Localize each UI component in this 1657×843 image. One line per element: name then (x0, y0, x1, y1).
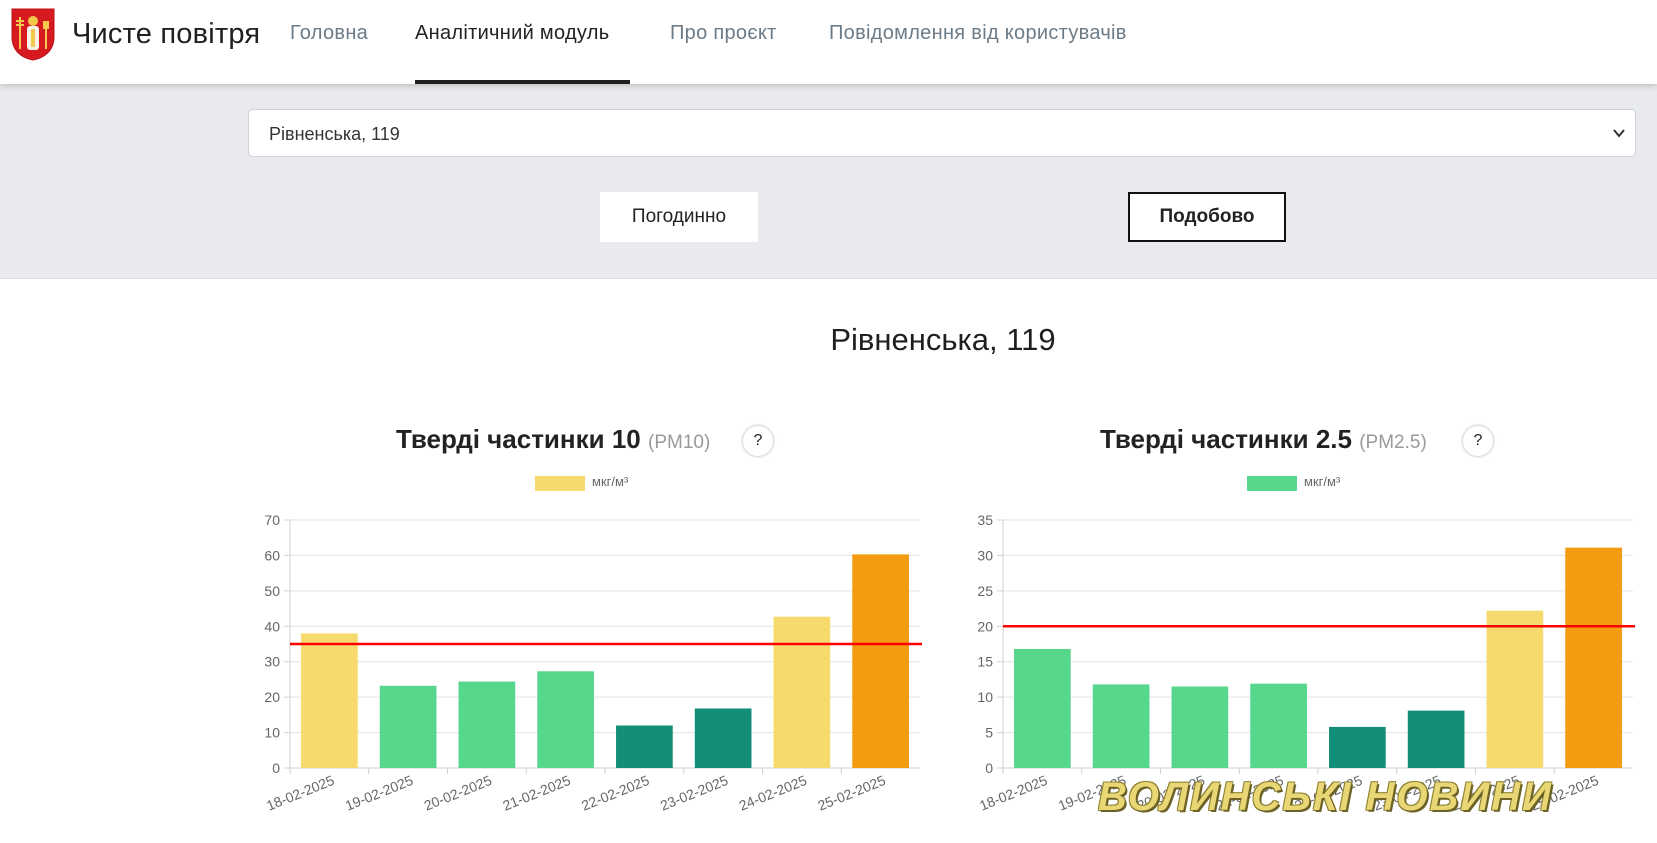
pm10-legend-label: мкг/м³ (592, 474, 629, 489)
y-tick-label: 35 (977, 512, 993, 528)
bar (616, 725, 673, 768)
y-tick-label: 30 (264, 654, 280, 670)
chevron-down-icon (1613, 129, 1625, 138)
city-coat-of-arms-logo[interactable] (10, 7, 56, 61)
y-tick-label: 10 (264, 725, 280, 741)
bar (1171, 686, 1229, 768)
pm10-bar-chart: 0 10 20 30 40 50 60 70 18-02-2025 19-02-2025 20-02… (264, 512, 922, 814)
y-tick-label: 20 (977, 618, 993, 634)
pm25-title-text: Тверді частинки 2.5 (1100, 424, 1352, 454)
nav-item-user-messages[interactable]: Повідомлення від користувачів (829, 22, 1127, 44)
pm25-chart-title: Тверді частинки 2.5 (PM2.5) (1100, 424, 1427, 455)
top-navbar: Чисте повітря Головна Аналітичний модуль… (0, 0, 1657, 84)
nav-item-analytics[interactable]: Аналітичний модуль (415, 22, 610, 44)
station-select-value: Рівненська, 119 (269, 124, 400, 144)
x-tick-label: 23-02-2025 (658, 772, 731, 814)
x-tick-label: 22-02-2025 (579, 772, 652, 814)
bar (1565, 547, 1622, 768)
station-title-text: Рівненська, 119 (830, 322, 1056, 357)
pm10-title-text: Тверді частинки 10 (396, 424, 641, 454)
daily-button[interactable]: Подобово (1128, 192, 1286, 242)
bar (1329, 726, 1386, 768)
hourly-button[interactable]: Погодинно (600, 192, 758, 242)
y-tick-label: 60 (264, 547, 280, 563)
pm10-legend-swatch (535, 476, 585, 491)
bar (537, 671, 594, 768)
y-tick-label: 40 (264, 618, 280, 634)
bar (694, 708, 752, 768)
y-tick-label: 70 (264, 512, 280, 528)
bar (852, 554, 909, 768)
station-title: Рівненська, 119 (0, 322, 1657, 358)
active-tab-underline (415, 80, 630, 84)
y-tick-label: 0 (272, 760, 280, 776)
bar (301, 633, 358, 768)
pm10-help-button[interactable]: ? (743, 426, 773, 456)
pm25-subtitle: (PM2.5) (1359, 432, 1427, 453)
pm25-legend-label: мкг/м³ (1304, 474, 1341, 489)
y-tick-label: 25 (977, 583, 993, 599)
y-tick-label: 50 (264, 583, 280, 599)
y-tick-label: 5 (985, 725, 993, 741)
x-tick-label: 18-02-2025 (264, 772, 337, 814)
pm10-subtitle: (PM10) (648, 432, 711, 453)
y-tick-label: 0 (985, 760, 993, 776)
x-tick-label: 21-02-2025 (500, 772, 573, 814)
pm10-chart-title: Тверді частинки 10 (PM10) (396, 424, 710, 455)
x-tick-label: 25-02-2025 (815, 772, 888, 814)
bar (379, 685, 437, 768)
bar (1486, 610, 1544, 768)
bar (1092, 684, 1150, 768)
x-tick-label: 20-02-2025 (422, 772, 495, 814)
y-tick-label: 30 (977, 547, 993, 563)
x-tick-label: 24-02-2025 (737, 772, 810, 814)
y-tick-label: 10 (977, 689, 993, 705)
bar (1014, 648, 1071, 768)
station-select[interactable]: Рівненська, 119 (248, 109, 1636, 157)
bar (1407, 710, 1465, 768)
nav-item-about[interactable]: Про проєкт (670, 22, 777, 44)
bar (773, 616, 831, 768)
x-tick-label: 18-02-2025 (977, 772, 1050, 814)
x-tick-label: 19-02-2025 (343, 772, 416, 814)
pm25-help-button[interactable]: ? (1463, 426, 1493, 456)
y-tick-label: 15 (977, 654, 993, 670)
pm25-legend-swatch (1247, 476, 1297, 491)
controls-panel: Рівненська, 119 Погодинно Подобово (0, 84, 1657, 279)
y-tick-label: 20 (264, 689, 280, 705)
brand-title[interactable]: Чисте повітря (72, 18, 261, 50)
nav-item-home[interactable]: Головна (290, 22, 369, 44)
watermark-logo: ВОЛИНСЬКІ НОВИНИ (1098, 775, 1553, 819)
bar (458, 681, 516, 768)
bar (1250, 683, 1307, 768)
